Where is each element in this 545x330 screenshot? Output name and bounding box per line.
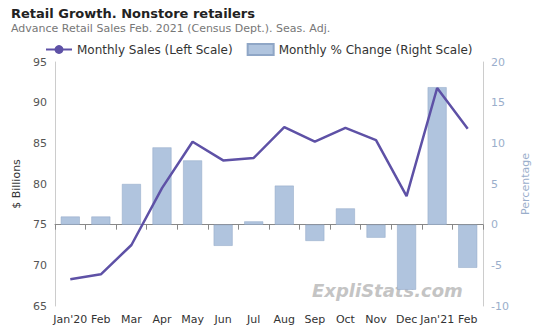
svg-text:75: 75 <box>33 218 47 231</box>
svg-text:5: 5 <box>491 178 498 191</box>
svg-text:0: 0 <box>491 218 498 231</box>
svg-text:Monthly Sales (Left Scale): Monthly Sales (Left Scale) <box>77 43 233 57</box>
svg-text:Feb: Feb <box>458 313 477 326</box>
svg-text:Percentage: Percentage <box>519 153 532 215</box>
svg-text:15: 15 <box>491 96 505 109</box>
svg-text:20: 20 <box>491 56 505 69</box>
svg-text:Advance Retail Sales Feb. 2021: Advance Retail Sales Feb. 2021 (Census D… <box>11 22 330 35</box>
svg-text:Jun: Jun <box>214 313 232 326</box>
svg-text:Mar: Mar <box>121 313 142 326</box>
svg-text:$ Billions: $ Billions <box>10 159 23 209</box>
svg-text:70: 70 <box>33 259 47 272</box>
svg-text:Monthly % Change (Right Scale): Monthly % Change (Right Scale) <box>279 43 473 57</box>
svg-text:95: 95 <box>33 56 47 69</box>
svg-text:Jan'20: Jan'20 <box>52 313 87 326</box>
svg-text:80: 80 <box>33 178 47 191</box>
svg-text:10: 10 <box>491 137 505 150</box>
svg-text:-10: -10 <box>491 300 509 313</box>
svg-text:Feb: Feb <box>91 313 110 326</box>
svg-text:85: 85 <box>33 137 47 150</box>
svg-text:Nov: Nov <box>365 313 387 326</box>
svg-text:ExpliStats.com: ExpliStats.com <box>312 280 463 301</box>
svg-text:Jan'21: Jan'21 <box>419 313 454 326</box>
svg-text:Retail Growth. Nonstore retail: Retail Growth. Nonstore retailers <box>11 6 255 21</box>
svg-text:90: 90 <box>33 96 47 109</box>
svg-text:Apr: Apr <box>152 313 172 326</box>
svg-text:-5: -5 <box>491 259 502 272</box>
svg-text:Sep: Sep <box>304 313 325 326</box>
svg-text:65: 65 <box>33 300 47 313</box>
svg-text:May: May <box>181 313 204 326</box>
svg-text:Oct: Oct <box>336 313 356 326</box>
svg-text:Dec: Dec <box>396 313 417 326</box>
svg-text:Aug: Aug <box>274 313 295 326</box>
svg-text:Jul: Jul <box>246 313 260 326</box>
